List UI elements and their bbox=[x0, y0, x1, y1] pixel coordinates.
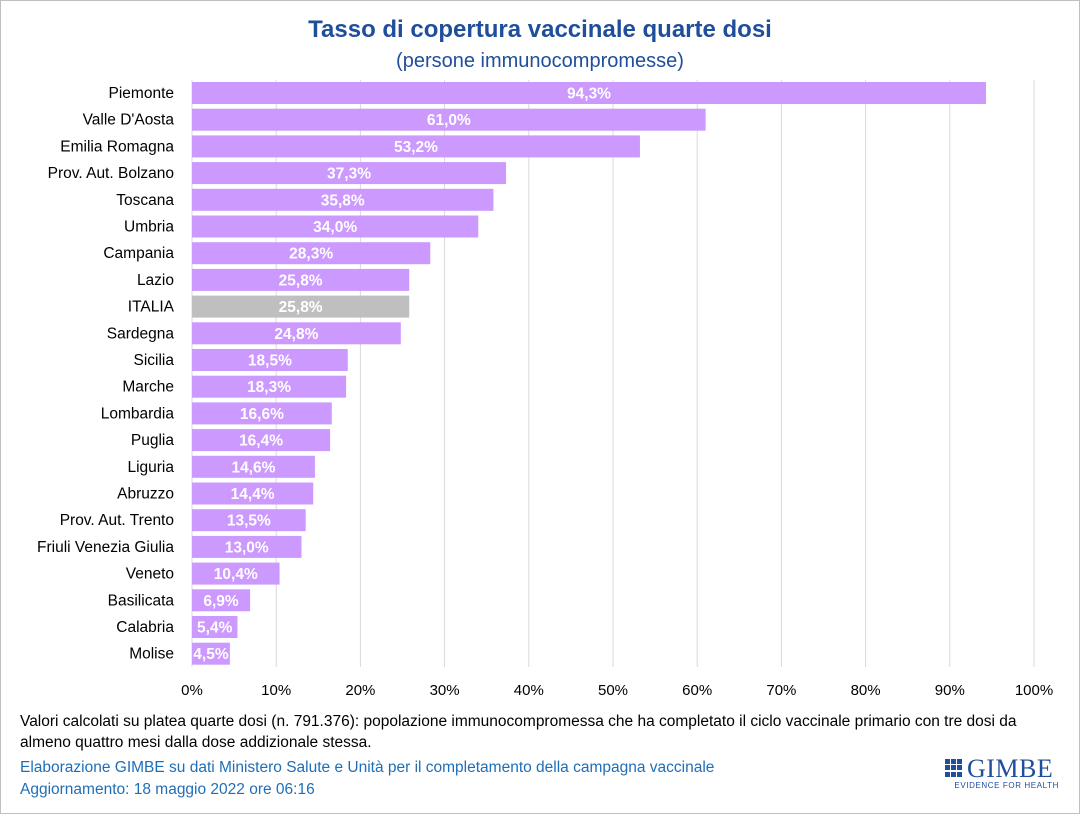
data-label: 14,4% bbox=[231, 486, 275, 503]
category-label: Puglia bbox=[131, 432, 174, 449]
bar bbox=[192, 215, 479, 238]
x-tick-label: 30% bbox=[430, 682, 460, 699]
footnote: Valori calcolati su platea quarte dosi (… bbox=[20, 713, 1017, 751]
x-tick-label: 70% bbox=[766, 682, 796, 699]
x-tick-label: 0% bbox=[181, 682, 203, 699]
data-label: 28,3% bbox=[289, 246, 333, 263]
bar bbox=[192, 562, 280, 585]
x-tick-label: 60% bbox=[682, 682, 712, 699]
data-label: 16,6% bbox=[240, 406, 284, 423]
category-label: Basilicata bbox=[108, 592, 175, 609]
bar bbox=[192, 509, 306, 532]
bar bbox=[192, 455, 315, 478]
data-label: 61,0% bbox=[427, 112, 471, 129]
category-label: Emilia Romagna bbox=[60, 138, 174, 155]
bar bbox=[192, 295, 410, 318]
category-label: Calabria bbox=[116, 619, 174, 636]
bar bbox=[192, 162, 507, 185]
category-label: ITALIA bbox=[128, 299, 175, 316]
x-tick-label: 20% bbox=[345, 682, 375, 699]
data-label: 94,3% bbox=[567, 86, 611, 103]
logo-wordmark: GIMBE bbox=[967, 754, 1054, 783]
data-label: 18,5% bbox=[248, 353, 292, 370]
category-label: Abruzzo bbox=[117, 486, 174, 503]
chart-title: Tasso di copertura vaccinale quarte dosi bbox=[308, 16, 772, 43]
bar bbox=[192, 402, 332, 425]
data-label: 13,5% bbox=[227, 513, 271, 530]
data-label: 13,0% bbox=[225, 539, 269, 556]
category-label: Liguria bbox=[127, 459, 174, 476]
bar bbox=[192, 589, 251, 612]
bar bbox=[192, 616, 238, 638]
data-label: 25,8% bbox=[279, 299, 323, 316]
bar bbox=[192, 482, 314, 505]
chart-subtitle: (persone immunocompromesse) bbox=[396, 50, 684, 72]
bar bbox=[192, 535, 302, 558]
bar bbox=[192, 82, 987, 104]
category-label: Marche bbox=[122, 379, 174, 396]
bar bbox=[192, 242, 431, 265]
category-label: Veneto bbox=[126, 566, 174, 583]
data-label: 25,8% bbox=[279, 272, 323, 289]
x-tick-label: 80% bbox=[851, 682, 881, 699]
data-label: 34,0% bbox=[313, 219, 357, 236]
logo-tagline: EVIDENCE FOR HEALTH bbox=[954, 781, 1059, 790]
category-label: Prov. Aut. Trento bbox=[60, 512, 174, 529]
logo-mark-icon bbox=[945, 759, 963, 777]
data-label: 10,4% bbox=[214, 566, 258, 583]
data-label: 24,8% bbox=[274, 326, 318, 343]
bar bbox=[192, 349, 348, 371]
category-label: Lombardia bbox=[101, 405, 175, 422]
gimbe-logo: GIMBE EVIDENCE FOR HEALTH bbox=[945, 754, 1059, 796]
x-tick-label: 90% bbox=[935, 682, 965, 699]
bar bbox=[192, 108, 706, 131]
category-label: Piemonte bbox=[109, 85, 174, 102]
data-label: 14,6% bbox=[231, 459, 275, 476]
data-label: 16,4% bbox=[239, 433, 283, 450]
category-label: Umbria bbox=[124, 219, 174, 236]
category-label: Friuli Venezia Giulia bbox=[37, 539, 174, 556]
bar bbox=[192, 135, 640, 158]
data-label: 4,5% bbox=[193, 646, 229, 663]
category-label: Valle D'Aosta bbox=[83, 112, 175, 129]
data-label: 18,3% bbox=[247, 379, 291, 396]
category-label: Prov. Aut. Bolzano bbox=[48, 165, 174, 182]
bar bbox=[192, 268, 410, 291]
bar bbox=[192, 375, 347, 398]
category-label: Molise bbox=[129, 646, 174, 663]
data-label: 5,4% bbox=[197, 620, 233, 637]
source-credit: Elaborazione GIMBE su dati Ministero Sal… bbox=[20, 759, 715, 776]
bar bbox=[192, 322, 401, 345]
x-tick-label: 50% bbox=[598, 682, 628, 699]
data-label: 53,2% bbox=[394, 139, 438, 156]
update-timestamp: Aggiornamento: 18 maggio 2022 ore 06:16 bbox=[20, 781, 315, 798]
category-label: Sardegna bbox=[107, 325, 175, 342]
x-tick-label: 40% bbox=[514, 682, 544, 699]
bar bbox=[192, 642, 230, 665]
x-tick-label: 10% bbox=[261, 682, 291, 699]
category-label: Lazio bbox=[137, 272, 174, 289]
category-label: Toscana bbox=[116, 192, 174, 209]
category-label: Sicilia bbox=[134, 352, 175, 369]
category-label: Campania bbox=[103, 245, 174, 262]
x-tick-label: 100% bbox=[1015, 682, 1053, 699]
data-label: 37,3% bbox=[327, 166, 371, 183]
bar bbox=[192, 429, 331, 452]
bar-chart: 0% 10% 20% 30% 40% 50% 60% 70% 80% 90% 100% Piemont… bbox=[37, 80, 1053, 699]
data-label: 35,8% bbox=[321, 192, 365, 209]
bar bbox=[192, 188, 494, 211]
data-label: 6,9% bbox=[203, 593, 239, 610]
